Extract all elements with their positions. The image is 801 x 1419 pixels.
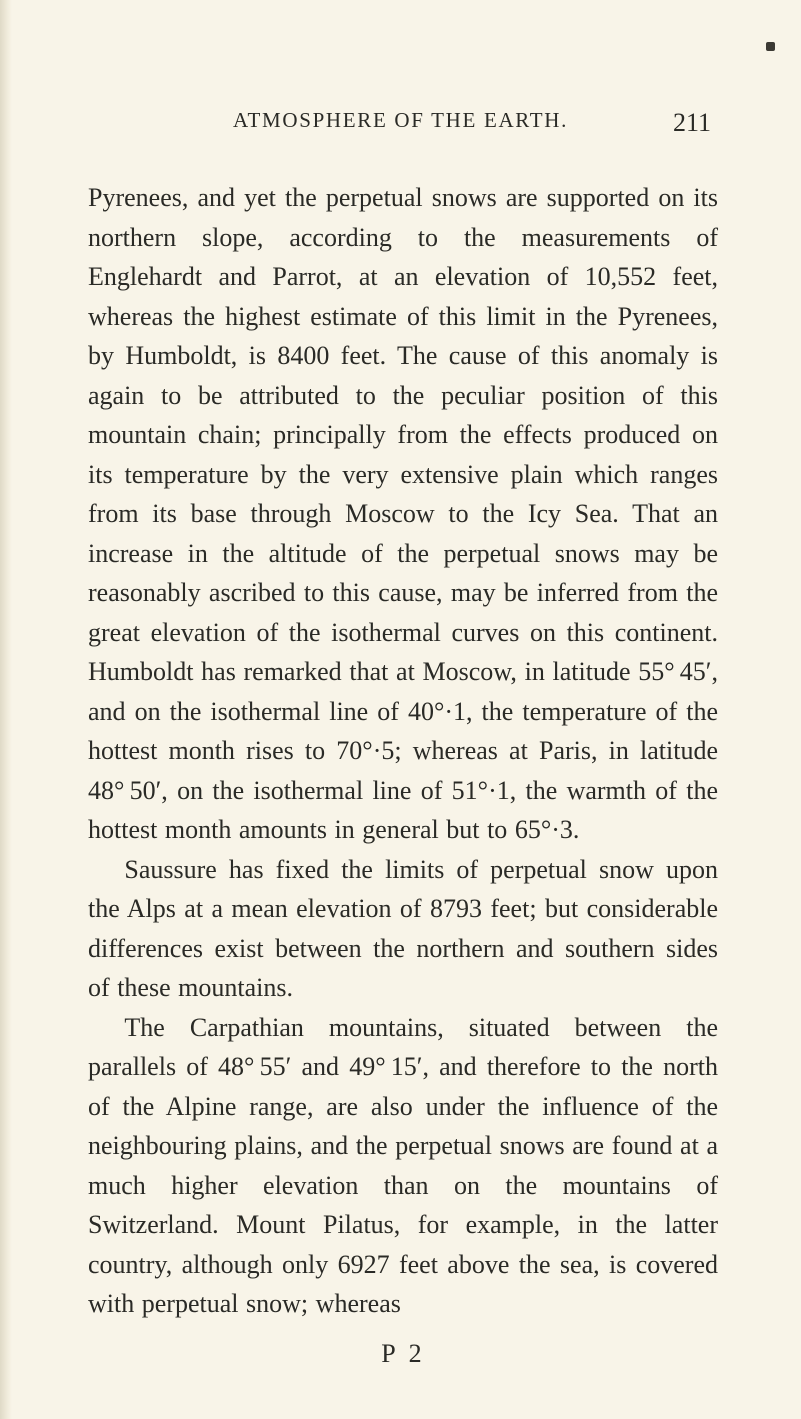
- paragraph-3: The Carpathian mountains, situated betwe…: [88, 1008, 718, 1324]
- paragraph-2: Saussure has fixed the limits of perpetu…: [88, 850, 718, 1008]
- paragraph-1: Pyrenees, and yet the perpetual snows ar…: [88, 178, 718, 850]
- page-number: 211: [673, 108, 711, 138]
- running-head: ATMOSPHERE OF THE EARTH.: [233, 108, 568, 133]
- body-text: Pyrenees, and yet the perpetual snows ar…: [88, 178, 718, 1373]
- signature-mark: P 2: [88, 1334, 718, 1374]
- page-container: ATMOSPHERE OF THE EARTH. 211 Pyrenees, a…: [0, 0, 801, 1419]
- ink-mark: [766, 42, 775, 51]
